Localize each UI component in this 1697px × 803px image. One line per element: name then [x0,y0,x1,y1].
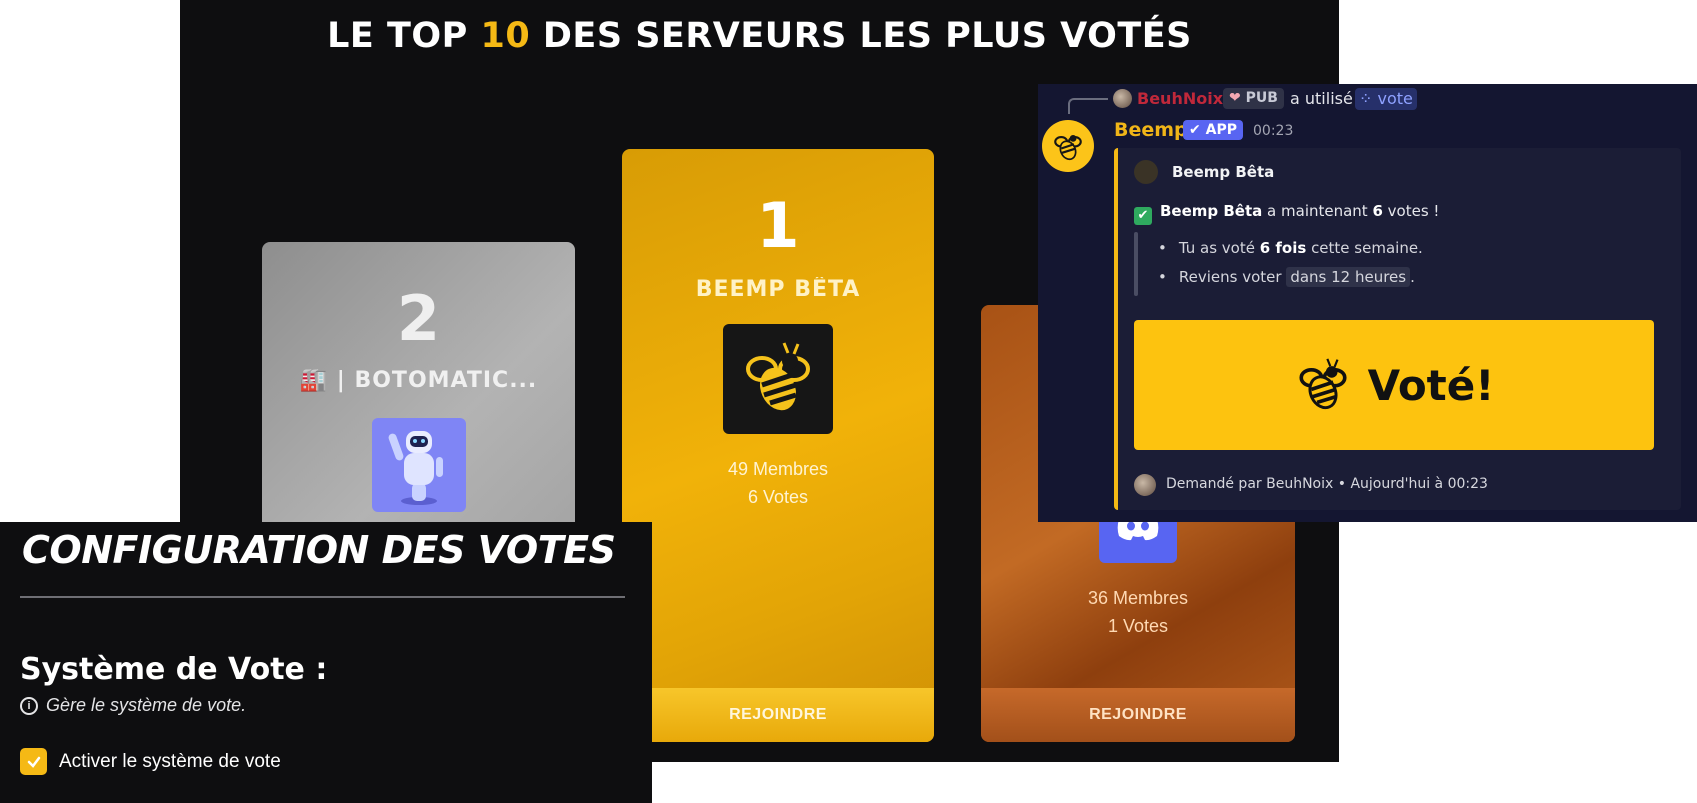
card-members: 49 Membres [727,459,829,479]
config-title: CONFIGURATION DES VOTES [22,528,616,572]
bee-icon [1054,134,1082,161]
voted-button[interactable]: Voté! [1134,320,1654,450]
card-votes: 6 Votes [747,487,809,507]
reply-user-avatar[interactable] [1113,89,1132,108]
card-members: 36 Membres [1087,588,1189,608]
weekly-count: 6 fois [1259,239,1307,257]
list-item: Reviens voter dans 12 heures. [1158,263,1423,292]
bot-name[interactable]: Beemp [1114,119,1188,141]
footer-avatar [1134,474,1156,496]
voted-button-label: Voté! [1367,360,1495,410]
vote-count: 6 [1372,202,1383,220]
title-suffix: DES SERVEURS LES PLUS VOTÉS [530,16,1192,56]
checkbox-checked-icon[interactable] [20,748,47,775]
vote-config-panel: CONFIGURATION DES VOTES Système de Vote … [0,522,652,803]
slash-command[interactable]: ⁘ vote [1355,88,1417,110]
text: . [1410,268,1415,286]
divider [20,596,625,598]
info-icon: i [20,696,38,715]
heart-icon: ❤ [1229,90,1241,106]
vote-count-line: ✔ Beemp Bêta a maintenant 6 votes ! [1134,202,1439,225]
reply-username[interactable]: BeuhNoix [1137,89,1224,108]
server-name: Beemp Bêta [1160,202,1263,220]
text: Reviens voter [1178,268,1287,286]
help-text: Gère le système de vote. [46,695,247,715]
robot-icon [371,418,466,512]
title-prefix: LE TOP [327,16,481,56]
section-heading: Système de Vote : [20,652,328,687]
vote-embed: Beemp Bêta ✔ Beemp Bêta a maintenant 6 vo… [1114,148,1681,510]
card-stats: 49 Membres 6 Votes [622,455,934,511]
tag-label: PUB [1245,90,1278,106]
discord-message-panel: BeuhNoix ❤ PUB a utilisé ⁘ vote Beemp ✔ … [1038,84,1697,522]
command-icon: ⁘ [1359,89,1373,108]
line-mid: a maintenant [1262,202,1373,220]
embed-author-icon [1134,160,1158,184]
title-highlight: 10 [480,16,531,56]
app-badge: ✔ APP [1183,120,1243,140]
reply-user-tag: ❤ PUB [1223,88,1284,109]
line-end: votes ! [1382,202,1440,220]
card-votes: 1 Votes [1107,616,1169,636]
card-server-name: BEEMP BÊTA [695,277,861,302]
command-label: vote [1377,89,1413,108]
reply-connector [1068,98,1108,114]
embed-author: Beemp Bêta [1172,163,1275,181]
cooldown-time: dans 12 heures [1286,267,1411,287]
reply-used-text: a utilisé [1290,89,1353,108]
enable-vote-checkbox[interactable]: Activer le système de vote [20,748,281,775]
card-stats: 36 Membres 1 Votes [981,584,1295,640]
vote-details-list: Tu as voté 6 fois cette semaine. Reviens… [1158,234,1423,292]
bot-avatar[interactable] [1042,120,1094,172]
text: cette semaine. [1306,239,1423,257]
card-server-name: 🏭 | BOTOMATIC... [299,368,538,393]
check-mark-icon: ✔ [1134,207,1152,225]
card-rank: 1 [756,189,800,262]
text: Tu as voté [1178,239,1260,257]
leaderboard-title: LE TOP 10 DES SERVEURS LES PLUS VOTÉS [180,16,1339,56]
bee-icon [723,324,833,434]
embed-footer: Demandé par BeuhNoix • Aujourd'hui à 00:… [1166,476,1488,492]
join-button[interactable]: REJOINDRE [622,688,934,742]
join-button[interactable]: REJOINDRE [981,688,1295,742]
bee-icon [1299,358,1347,410]
card-rank: 2 [396,282,441,355]
server-card-rank-1[interactable]: 1 BEEMP BÊTA 49 Membres 6 Votes REJOINDR… [622,149,934,742]
checkbox-label: Activer le système de vote [59,750,281,772]
list-item: Tu as voté 6 fois cette semaine. [1158,234,1423,263]
message-timestamp: 00:23 [1253,123,1294,139]
section-help: i Gère le système de vote. [20,695,246,716]
blockquote-bar [1134,232,1138,296]
